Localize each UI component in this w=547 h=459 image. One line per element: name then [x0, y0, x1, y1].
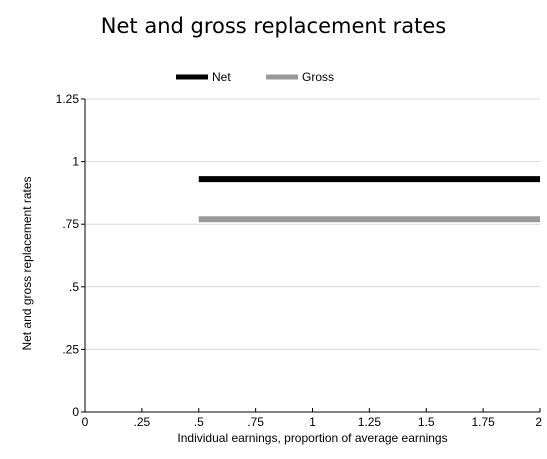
legend-label-net: Net [212, 70, 231, 84]
legend: Net Gross [176, 70, 334, 84]
x-tick-label: .25 [134, 415, 151, 429]
gridlines [85, 98, 540, 350]
y-axis-title: Net and gross replacement rates [20, 176, 34, 350]
y-tick-label: 0 [72, 405, 79, 419]
x-axis-title: Individual earnings, proportion of avera… [177, 431, 447, 445]
y-tick-label: 1 [72, 155, 79, 169]
y-axis-ticks: 0 .25 .5 .75 1 1.25 [56, 92, 85, 419]
x-tick-label: 1 [309, 415, 316, 429]
y-tick-label: .25 [62, 342, 79, 356]
legend-label-gross: Gross [302, 70, 334, 84]
x-tick-label: 1.75 [471, 415, 495, 429]
x-tick-label: 2 [535, 415, 542, 429]
x-tick-label: .75 [247, 415, 264, 429]
x-tick-label: 0 [82, 415, 89, 429]
chart-title: Net and gross replacement rates [100, 14, 447, 38]
x-tick-label: .5 [194, 415, 204, 429]
x-tick-label: 1.5 [418, 415, 435, 429]
y-tick-label: 1.25 [56, 92, 80, 106]
series-lines [198, 176, 540, 223]
x-axis-ticks: 0 .25 .5 .75 1 1.25 1.5 1.75 2 [82, 408, 542, 429]
axes [84, 99, 540, 413]
y-tick-label: .5 [69, 280, 79, 294]
y-tick-label: .75 [62, 217, 79, 231]
x-tick-label: 1.25 [358, 415, 382, 429]
